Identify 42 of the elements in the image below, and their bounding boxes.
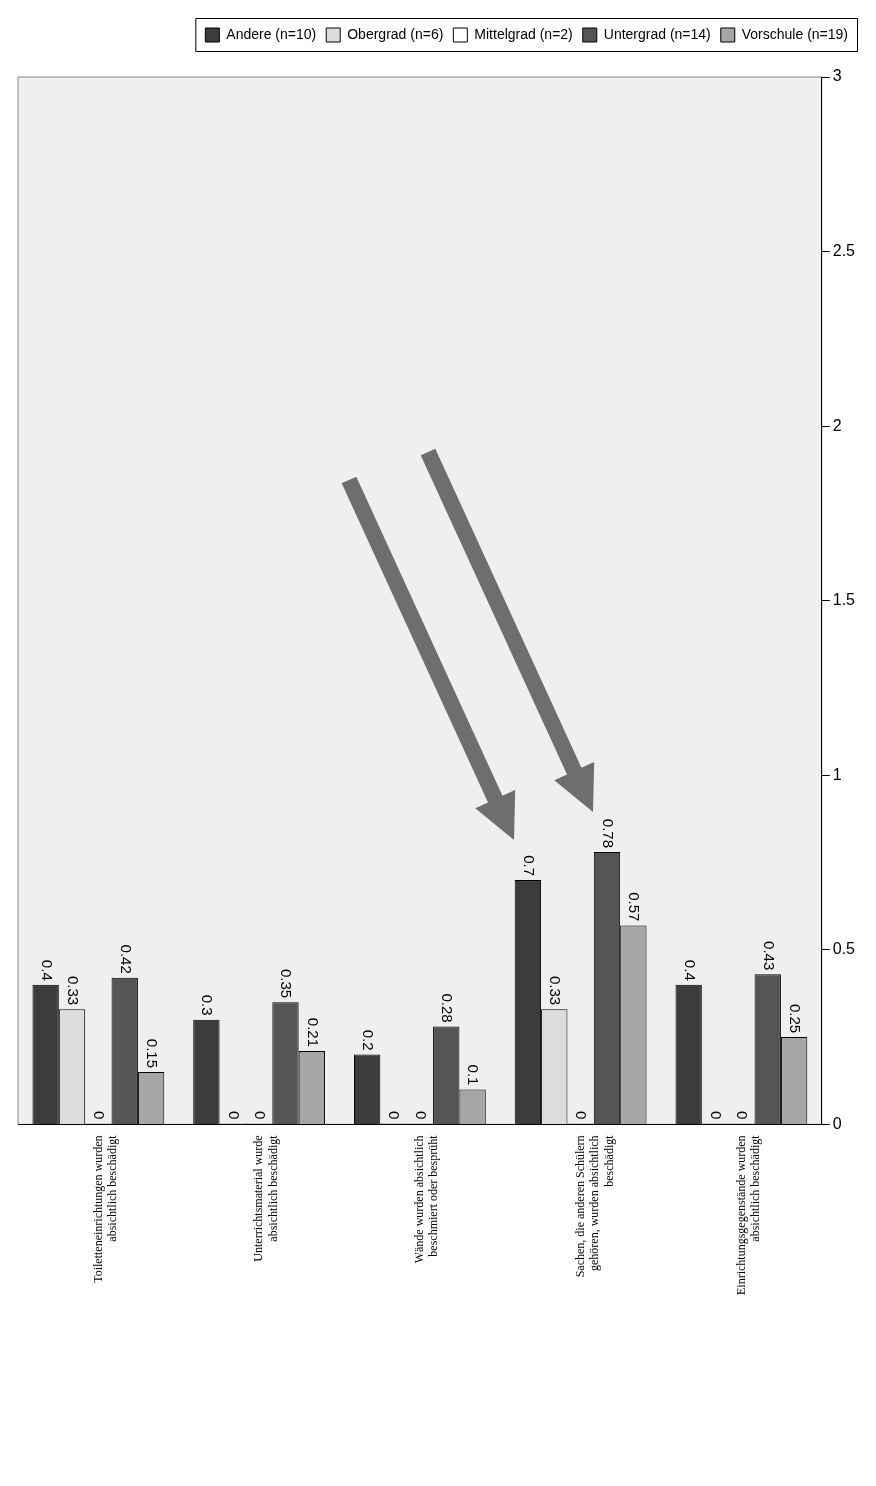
data-label: 0.42 [117, 944, 135, 974]
data-label: 0.43 [760, 941, 778, 971]
data-label: 0 [573, 1111, 591, 1120]
x-tick-label: Einrichtungsgegenstände wurden absichtlich beschädigt [733, 1134, 762, 1295]
legend-label: Mittelgrad (n=2) [474, 25, 573, 42]
data-label: 0.7 [520, 855, 538, 876]
data-label: 0 [91, 1111, 109, 1120]
data-label: 0 [386, 1111, 404, 1120]
legend-label: Vorschule (n=19) [741, 25, 848, 42]
data-label: 0.15 [143, 1038, 161, 1069]
legend-label: Untergrad (n=14) [603, 25, 711, 42]
x-tick-label: Unterrichtsmaterial wurde absichtlich beschädigt [251, 1134, 280, 1262]
data-label: 0.4 [681, 959, 699, 981]
x-tick-label: Sachen, die anderen Schülern gehören, wurden absichtlich beschädigt [572, 1134, 616, 1278]
y-tick-label: 0 [832, 1114, 842, 1132]
data-label: 0.33 [64, 975, 82, 1006]
data-label: 0 [251, 1111, 269, 1120]
data-label: 0.25 [786, 1003, 804, 1034]
data-label: 0.57 [626, 892, 644, 922]
legend-label: Andere (n=10) [226, 25, 317, 42]
data-label: 0 [734, 1111, 752, 1120]
x-tick-label: Toiletteneinrichtungen wurden absichtlich beschädigt [90, 1134, 119, 1283]
data-label: 0 [707, 1111, 725, 1120]
y-tick-label: 0.5 [832, 940, 856, 958]
y-tick-label: 2 [832, 416, 842, 434]
data-label: 0.2 [360, 1029, 378, 1051]
data-label: 0.35 [278, 968, 296, 999]
y-tick-label: 3 [832, 67, 842, 85]
data-label: 0.21 [304, 1017, 322, 1048]
data-label: 0.28 [439, 993, 457, 1023]
y-tick-label: 1 [832, 765, 842, 783]
legend-label: Obergrad (n=6) [347, 25, 444, 42]
data-label: 0.3 [199, 994, 217, 1016]
x-tick-label: Wände wurden absichtlich beschmiert oder besprüht [412, 1134, 441, 1264]
data-label: 0 [225, 1111, 243, 1120]
y-tick-label: 1.5 [832, 591, 856, 609]
data-label: 0.78 [599, 818, 617, 849]
data-label: 0.1 [465, 1064, 483, 1086]
data-label: 0.33 [547, 975, 565, 1006]
data-label: 0 [412, 1111, 430, 1120]
data-label: 0.4 [38, 959, 56, 981]
y-tick-label: 2.5 [832, 241, 856, 259]
